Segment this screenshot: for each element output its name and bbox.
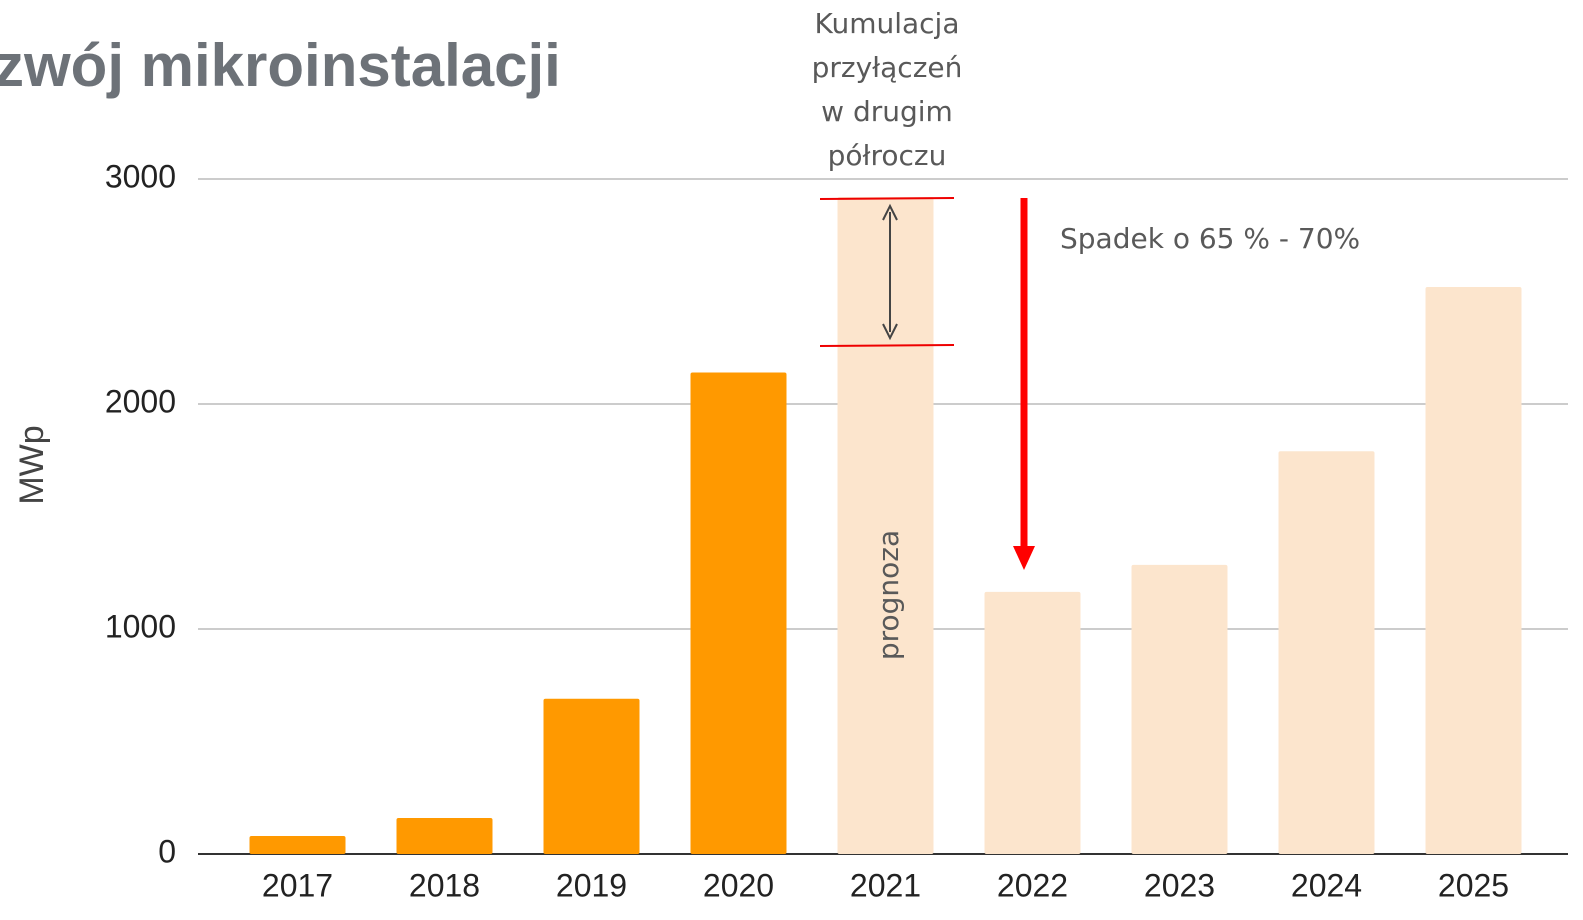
marker-line (819, 344, 955, 347)
chart-title: zwój mikroinstalacji (0, 32, 561, 99)
bar (1425, 287, 1522, 854)
annotation: w drugim (821, 95, 953, 128)
bar (396, 818, 493, 854)
annotation: Kumulacja (814, 7, 959, 40)
bar (837, 197, 934, 854)
x-tick-label: 2025 (1438, 867, 1509, 903)
y-axis-label: MWp (13, 425, 51, 504)
x-tick-label: 2020 (703, 867, 774, 903)
arrow-head (882, 203, 898, 221)
y-tick-label: 3000 (105, 158, 176, 194)
x-tick-label: 2021 (850, 867, 921, 903)
bar (543, 698, 640, 854)
annotations: Kumulacja przyłączeń w drugim półroczu S… (812, 7, 1360, 660)
x-tick-label: 2022 (997, 867, 1068, 903)
bar (1278, 451, 1375, 854)
annotation: Spadek o 65 % - 70% (1060, 222, 1360, 255)
y-tick-label: 0 (158, 833, 176, 869)
bar (984, 591, 1081, 854)
annotation: półroczu (828, 139, 947, 172)
y-tick-label: 1000 (105, 608, 176, 644)
y-tick-label: 2000 (105, 383, 176, 419)
x-tick-label: 2017 (262, 867, 333, 903)
annotation: przyłączeń (812, 51, 963, 84)
arrow-head (882, 323, 898, 341)
bar (1131, 564, 1228, 854)
x-tick-label: 2018 (409, 867, 480, 903)
x-tick-label: 2024 (1291, 867, 1362, 903)
x-tick-label: 2023 (1144, 867, 1215, 903)
bar (690, 372, 787, 854)
annotation: prognoza (872, 530, 905, 660)
x-tick-label: 2019 (556, 867, 627, 903)
marker-line (819, 197, 955, 200)
bar (249, 836, 346, 854)
drop-arrow-head (1013, 546, 1035, 570)
